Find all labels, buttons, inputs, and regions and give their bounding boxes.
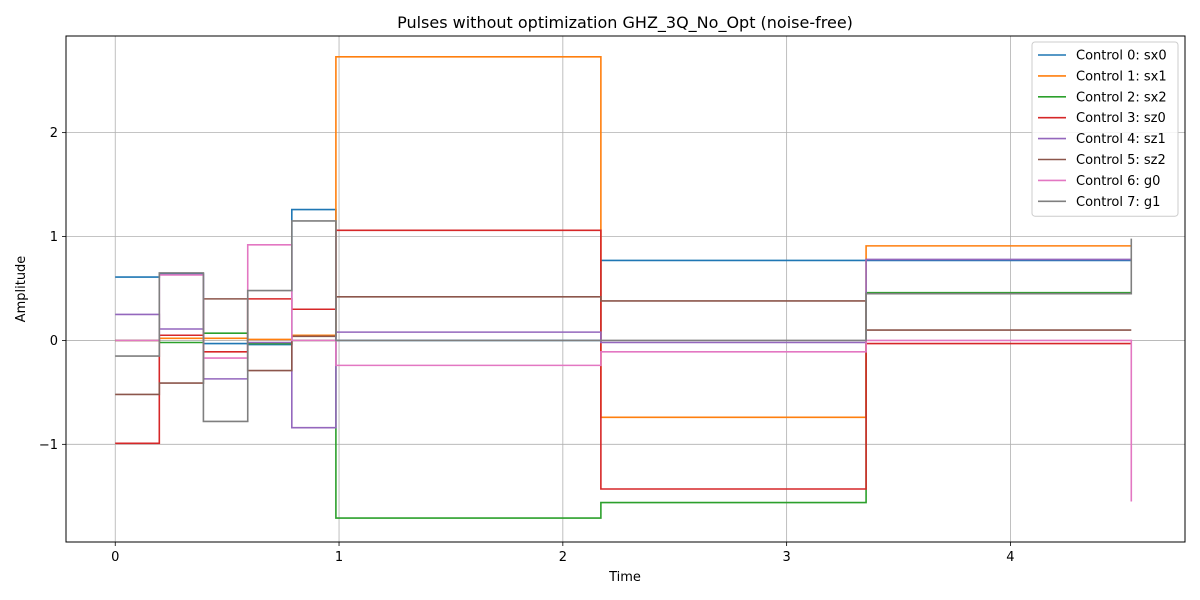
legend-box (1031, 41, 1179, 217)
legend-label: Control 1: sx1 (1076, 69, 1167, 84)
series-lines (115, 55, 1133, 519)
legend-label: Control 3: sz0 (1076, 111, 1166, 126)
series-line-7 (115, 220, 1133, 423)
x-tick-label: 1 (335, 550, 343, 565)
series-line-5 (115, 295, 1132, 396)
y-axis-label: Amplitude (14, 256, 29, 323)
x-tick-label: 4 (1006, 550, 1014, 565)
series-line-6 (115, 244, 1133, 502)
y-tick-label: 0 (50, 334, 58, 349)
x-tick-label: 0 (111, 550, 119, 565)
y-tick-label: 1 (50, 230, 58, 245)
legend-label: Control 6: g0 (1076, 174, 1160, 189)
legend: Control 0: sx0 Control 1: sx1 Control 2: s… (1031, 41, 1179, 217)
x-tick-label: 3 (782, 550, 790, 565)
x-tick-label: 2 (559, 550, 567, 565)
x-axis-label: Time (608, 570, 641, 585)
legend-label: Control 2: sx2 (1076, 90, 1167, 105)
legend-label: Control 5: sz2 (1076, 153, 1166, 168)
legend-label: Control 7: g1 (1076, 195, 1160, 210)
chart-title: Pulses without optimization GHZ_3Q_No_Op… (397, 13, 853, 33)
legend-label: Control 0: sx0 (1076, 49, 1167, 64)
series-line-4 (115, 258, 1132, 429)
plot-frame (65, 35, 1186, 543)
axis-ticks: 0 1 2 3 4 −1 0 1 2 (39, 126, 1015, 565)
legend-label: Control 4: sz1 (1076, 132, 1166, 147)
y-tick-label: 2 (50, 126, 58, 141)
y-tick-label: −1 (39, 438, 58, 453)
